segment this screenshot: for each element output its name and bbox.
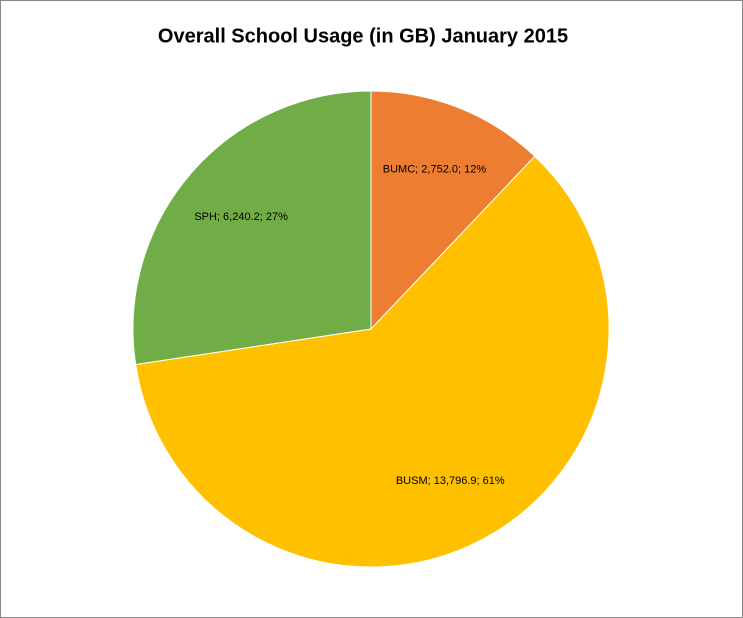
- pie-slice: [135, 155, 610, 568]
- data-label: BUMC; 2,752.0; 12%: [383, 164, 487, 176]
- pie-slice: [370, 90, 536, 331]
- chart-title: Overall School Usage (in GB) January 201…: [158, 25, 568, 47]
- data-label: SPH; 6,240.2; 27%: [194, 211, 288, 223]
- data-label: BUSM; 13,796.9; 61%: [396, 475, 505, 487]
- pie-slice: [132, 90, 372, 366]
